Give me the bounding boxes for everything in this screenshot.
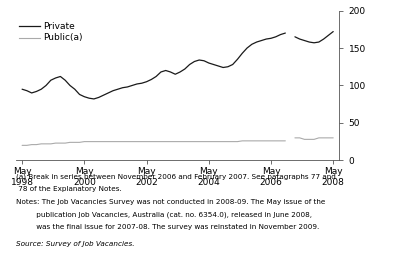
Text: Source: Survey of Job Vacancies.: Source: Survey of Job Vacancies. bbox=[16, 241, 134, 247]
Text: Notes: The Job Vacancies Survey was not conducted in 2008-09. The May issue of t: Notes: The Job Vacancies Survey was not … bbox=[16, 199, 325, 205]
Text: 78 of the Explanatory Notes.: 78 of the Explanatory Notes. bbox=[16, 186, 121, 192]
Text: was the final issue for 2007-08. The survey was reinstated in November 2009.: was the final issue for 2007-08. The sur… bbox=[16, 224, 319, 231]
Text: Private: Private bbox=[43, 22, 75, 31]
Text: Public(a): Public(a) bbox=[43, 33, 83, 42]
Text: (a) Break in series between November 2006 and February 2007. See paragraphs 77 a: (a) Break in series between November 200… bbox=[16, 174, 336, 180]
Text: publication Job Vacancies, Australia (cat. no. 6354.0), released in June 2008,: publication Job Vacancies, Australia (ca… bbox=[16, 212, 312, 218]
